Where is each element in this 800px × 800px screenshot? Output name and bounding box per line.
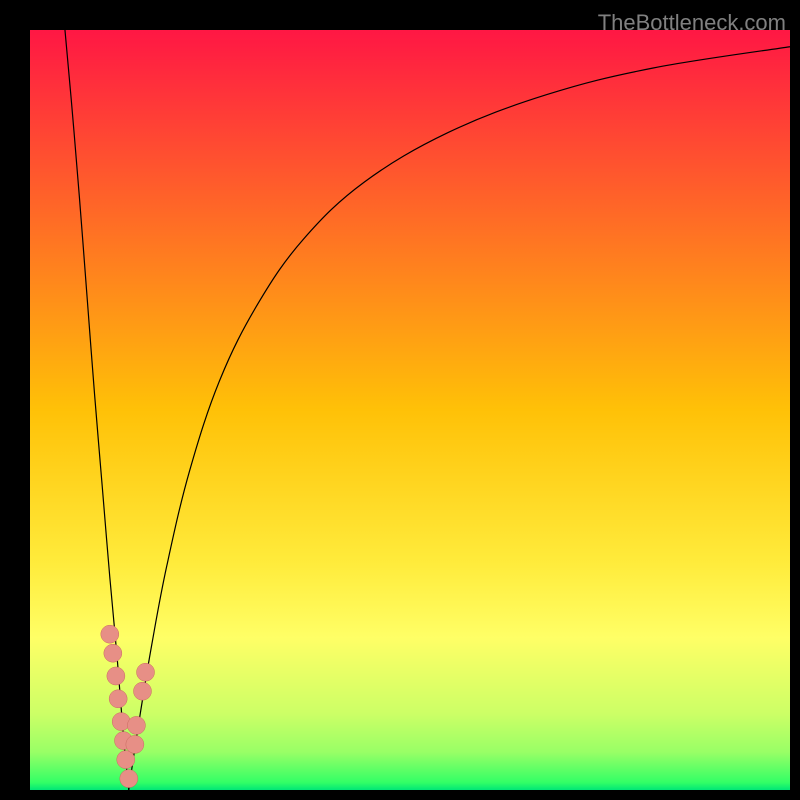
marker-point	[101, 625, 119, 643]
watermark-text: TheBottleneck.com	[598, 10, 786, 36]
marker-point	[104, 644, 122, 662]
marker-point	[109, 690, 127, 708]
chart-svg	[30, 30, 790, 790]
marker-point	[137, 663, 155, 681]
plot-area	[30, 30, 790, 790]
marker-point	[127, 716, 145, 734]
marker-point	[107, 667, 125, 685]
chart-container: TheBottleneck.com	[0, 0, 800, 800]
marker-point	[120, 770, 138, 788]
marker-point	[117, 751, 135, 769]
marker-point	[133, 682, 151, 700]
marker-point	[126, 735, 144, 753]
